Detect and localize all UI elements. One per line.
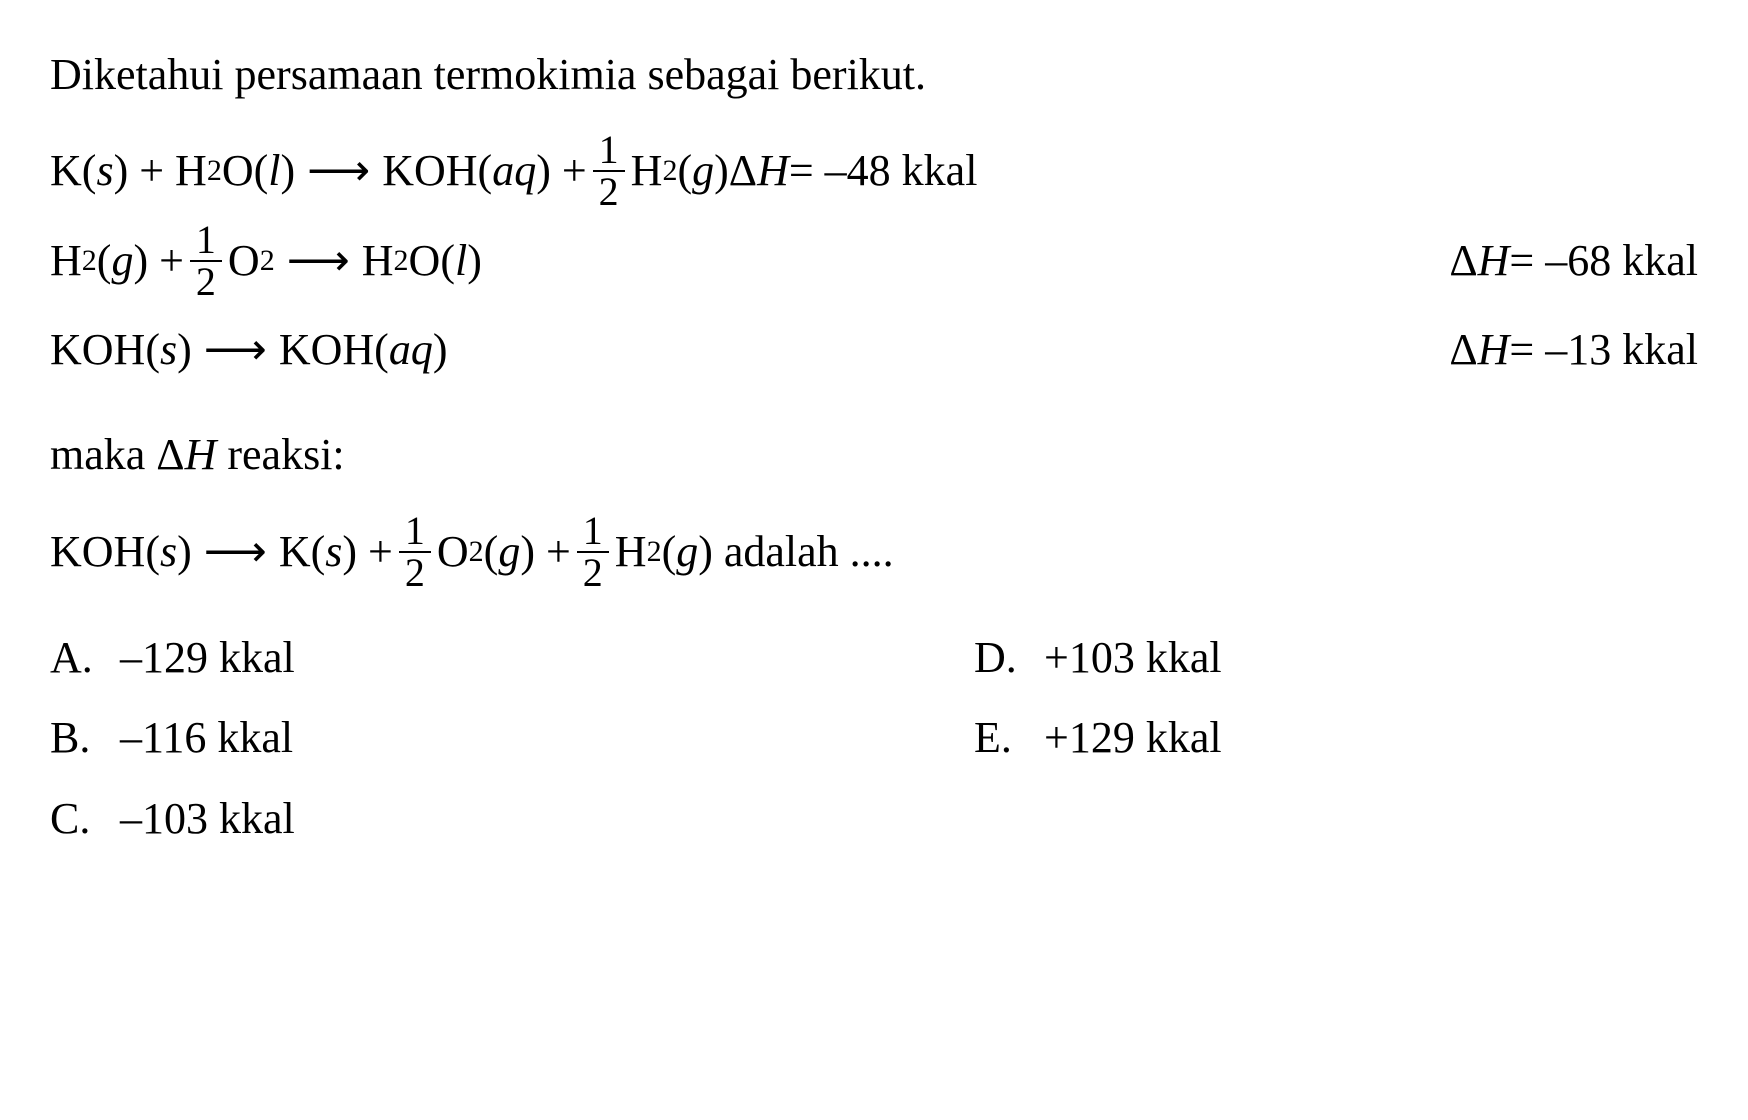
option-e-value: +129 kkal: [1044, 703, 1222, 773]
eq1-arrow: ⟶: [307, 136, 370, 206]
eq2-ltail-0: O: [228, 226, 260, 296]
eq3-lhs-0: KOH(: [50, 315, 160, 385]
option-e: E. +129 kkal: [974, 703, 1698, 773]
eq1-tail-0: H: [631, 136, 663, 206]
eq2-frac-num: 1: [190, 220, 222, 262]
tgt-rhs3-4: ) adalah ....: [698, 517, 893, 587]
eq1-rhs-0: KOH(: [382, 136, 492, 206]
equation-1-body: K(s) + H2O(l) ⟶ KOH(aq) + 1 2 H2 (g) ΔH …: [50, 130, 977, 212]
tgt-rhs1-2: ) +: [342, 517, 392, 587]
eq1-frac-num: 1: [593, 130, 625, 172]
eq2-fraction: 1 2: [190, 220, 222, 302]
answer-options: A. –129 kkal D. +103 kkal B. –116 kkal E…: [50, 623, 1698, 854]
tgt-f2-den: 2: [577, 553, 609, 593]
eq2-lhs-4: ) +: [133, 226, 183, 296]
eq2-arrow: ⟶: [287, 226, 350, 296]
option-c-letter: C.: [50, 784, 120, 854]
eq1-tail-3: g: [692, 136, 714, 206]
q-prefix: maka: [50, 430, 156, 479]
question-content: Diketahui persamaan termokimia sebagai b…: [50, 40, 1698, 854]
option-a-letter: A.: [50, 623, 120, 693]
eq1-tail-2: (: [677, 136, 692, 206]
eq1-delta-val: = –48 kkal: [789, 136, 978, 206]
eq3-rhs-2: ): [433, 315, 448, 385]
eq2-delta-val: = –68 kkal: [1509, 226, 1698, 296]
option-e-letter: E.: [974, 703, 1044, 773]
eq1-rhs-2: ) +: [536, 136, 586, 206]
tgt-rhs3-0: H: [615, 517, 647, 587]
tgt-rhs1-0: K(: [279, 517, 325, 587]
eq2-lhs-0: H: [50, 226, 82, 296]
eq3-rhs-0: KOH(: [279, 315, 389, 385]
tgt-fraction-2: 1 2: [577, 511, 609, 593]
tgt-lhs-1: s: [160, 517, 177, 587]
eq2-rhs-0: H: [362, 226, 394, 296]
eq1-lhs-2: ) + H: [114, 136, 207, 206]
tgt-rhs3-3: g: [676, 517, 698, 587]
q-suffix: reaksi:: [216, 430, 344, 479]
eq1-lhs-4: O(: [222, 136, 268, 206]
option-d-value: +103 kkal: [1044, 623, 1222, 693]
equation-2: H2(g) + 1 2 O2 ⟶ H2O(l) ΔH = –68 kkal: [50, 220, 1698, 302]
eq3-delta: ΔH = –13 kkal: [1449, 315, 1698, 385]
tgt-fraction-1: 1 2: [399, 511, 431, 593]
tgt-rhs2-2: (: [484, 517, 499, 587]
q-delta: Δ: [156, 430, 184, 479]
eq3-arrow: ⟶: [204, 315, 267, 385]
eq2-frac-den: 2: [190, 262, 222, 302]
eq2-delta-var: H: [1478, 226, 1510, 296]
eq3-delta-var: H: [1478, 315, 1510, 385]
option-d-letter: D.: [974, 623, 1044, 693]
eq1-rhs-1: aq: [492, 136, 536, 206]
tgt-rhs2-4: ) +: [520, 517, 570, 587]
tgt-rhs3-2: (: [662, 517, 677, 587]
eq3-delta-val: = –13 kkal: [1509, 315, 1698, 385]
option-d: D. +103 kkal: [974, 623, 1698, 693]
tgt-rhs2-0: O: [437, 517, 469, 587]
equation-2-body: H2(g) + 1 2 O2 ⟶ H2O(l): [50, 220, 482, 302]
q-var: H: [185, 430, 217, 479]
tgt-rhs2-3: g: [498, 517, 520, 587]
eq1-lhs-0: K(: [50, 136, 96, 206]
tgt-f2-num: 1: [577, 511, 609, 553]
eq1-lhs-5: l: [268, 136, 280, 206]
option-c: C. –103 kkal: [50, 784, 774, 854]
tgt-lhs-0: KOH(: [50, 517, 160, 587]
equation-3: KOH(s) ⟶ KOH(aq) ΔH = –13 kkal: [50, 310, 1698, 390]
equation-3-body: KOH(s) ⟶ KOH(aq): [50, 315, 447, 385]
eq3-lhs-2: ): [177, 315, 192, 385]
eq2-delta-sym: Δ: [1449, 226, 1477, 296]
question-text: maka ΔH reaksi:: [50, 420, 1698, 490]
option-b-value: –116 kkal: [120, 703, 293, 773]
tgt-lhs-2: ): [177, 517, 192, 587]
eq3-lhs-1: s: [160, 315, 177, 385]
tgt-f1-num: 1: [399, 511, 431, 553]
eq1-tail-4: ): [714, 136, 729, 206]
tgt-rhs1-1: s: [325, 517, 342, 587]
eq2-rhs-2: O(: [409, 226, 455, 296]
tgt-f1-den: 2: [399, 553, 431, 593]
intro-text: Diketahui persamaan termokimia sebagai b…: [50, 40, 1698, 110]
eq2-delta: ΔH = –68 kkal: [1449, 226, 1698, 296]
eq1-lhs-6: ): [280, 136, 295, 206]
option-c-value: –103 kkal: [120, 784, 295, 854]
target-equation: KOH(s) ⟶ K(s) + 1 2 O2(g) + 1 2 H2(g) ad…: [50, 511, 1698, 593]
equation-1: K(s) + H2O(l) ⟶ KOH(aq) + 1 2 H2 (g) ΔH …: [50, 130, 1698, 212]
eq2-lhs-2: (: [97, 226, 112, 296]
option-b-letter: B.: [50, 703, 120, 773]
option-a-value: –129 kkal: [120, 623, 295, 693]
eq3-delta-sym: Δ: [1449, 315, 1477, 385]
tgt-arrow: ⟶: [204, 517, 267, 587]
eq1-delta-var: H: [757, 136, 789, 206]
eq2-rhs-4: ): [467, 226, 482, 296]
eq2-lhs-3: g: [111, 226, 133, 296]
option-b: B. –116 kkal: [50, 703, 774, 773]
eq1-fraction: 1 2: [593, 130, 625, 212]
eq1-delta-sym: Δ: [729, 136, 757, 206]
eq1-frac-den: 2: [593, 172, 625, 212]
eq2-rhs-3: l: [455, 226, 467, 296]
option-a: A. –129 kkal: [50, 623, 774, 693]
eq3-rhs-1: aq: [389, 315, 433, 385]
eq1-lhs-1: s: [96, 136, 113, 206]
